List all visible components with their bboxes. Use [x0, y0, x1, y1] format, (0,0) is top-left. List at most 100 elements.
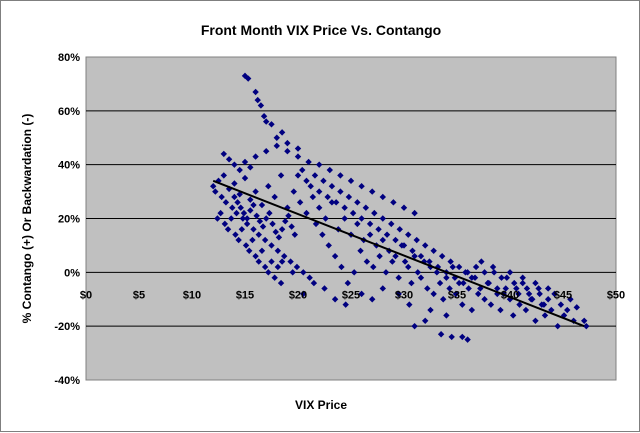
data-point [413, 236, 420, 244]
data-point [255, 231, 262, 238]
data-point [358, 183, 365, 190]
data-point [515, 290, 522, 298]
data-point [303, 177, 310, 185]
data-point [291, 231, 299, 238]
data-point [459, 333, 466, 341]
data-point [257, 102, 265, 109]
data-point [252, 188, 259, 195]
data-point [485, 279, 492, 287]
data-point [513, 285, 520, 292]
data-point [341, 215, 348, 222]
data-point [581, 317, 588, 324]
data-point [354, 199, 361, 206]
x-tick-label: $5 [133, 289, 145, 301]
data-point [448, 333, 455, 341]
data-point [326, 166, 333, 174]
data-point [240, 209, 248, 217]
data-point [275, 234, 283, 241]
data-point [383, 231, 391, 238]
data-point [241, 158, 249, 166]
data-point [222, 199, 230, 206]
data-point [437, 331, 445, 338]
data-point [475, 290, 482, 298]
data-point [331, 252, 339, 260]
y-tick-label: 60% [58, 106, 80, 118]
data-point [395, 290, 402, 298]
data-point [389, 258, 396, 265]
data-point [503, 274, 511, 281]
data-point [322, 215, 329, 222]
data-point [316, 204, 323, 211]
y-tick-label: 20% [58, 214, 80, 226]
data-point [478, 258, 485, 265]
data-point [379, 215, 386, 222]
data-point [583, 322, 590, 330]
data-point [540, 301, 548, 308]
data-point [379, 193, 386, 201]
data-point [325, 242, 332, 249]
data-point [261, 263, 269, 271]
data-point [532, 279, 539, 287]
data-point [255, 258, 262, 265]
data-point [548, 306, 555, 314]
data-point [278, 129, 286, 136]
data-point [532, 317, 539, 324]
data-point [319, 231, 326, 238]
x-tick-label: $15 [236, 289, 254, 301]
data-point [252, 88, 259, 96]
data-point [231, 193, 238, 201]
data-point [536, 290, 543, 298]
x-tick-label: $10 [183, 289, 201, 301]
data-point [331, 296, 339, 303]
data-point [273, 142, 280, 150]
data-point [261, 236, 269, 244]
data-point [282, 217, 289, 225]
data-point [560, 312, 568, 319]
data-point [497, 306, 504, 314]
data-point [243, 215, 251, 222]
data-point [252, 252, 259, 260]
data-point [414, 269, 421, 276]
data-point [232, 231, 239, 238]
data-point [284, 139, 291, 147]
data-point [265, 183, 272, 190]
data-point [247, 207, 254, 214]
data-point [234, 199, 241, 206]
data-point [263, 118, 270, 125]
data-point [490, 269, 498, 276]
data-point [426, 258, 433, 265]
data-point [239, 215, 247, 222]
data-point [459, 301, 466, 308]
data-point [260, 113, 268, 120]
x-tick-label: $30 [395, 289, 413, 301]
data-point [396, 226, 403, 233]
x-tick-labels: $0 $5 $10 $15 $20 $25 $30 $35 $40 $45 $50 [80, 289, 625, 301]
data-point [519, 279, 526, 287]
chart-title: Front Month VIX Price Vs. Contango [201, 22, 441, 38]
data-point [392, 252, 399, 260]
data-point [320, 177, 327, 185]
data-point [567, 296, 574, 303]
data-point [376, 252, 383, 260]
data-point [269, 220, 276, 228]
data-point [285, 212, 292, 220]
data-point [344, 279, 352, 287]
data-point [541, 312, 549, 319]
data-point [405, 231, 412, 238]
data-point [358, 290, 365, 298]
data-point [268, 121, 275, 128]
y-tick-label: 80% [58, 52, 80, 64]
data-point [277, 172, 285, 179]
data-point [284, 148, 291, 155]
data-point [268, 258, 275, 265]
data-point [258, 247, 266, 254]
data-point [250, 226, 257, 233]
data-point [290, 188, 297, 195]
data-point [465, 285, 472, 292]
data-point [311, 172, 319, 179]
data-point [468, 306, 476, 314]
data-point [516, 301, 523, 308]
data-point [388, 220, 395, 228]
data-point [487, 301, 495, 308]
data-point [481, 296, 488, 303]
